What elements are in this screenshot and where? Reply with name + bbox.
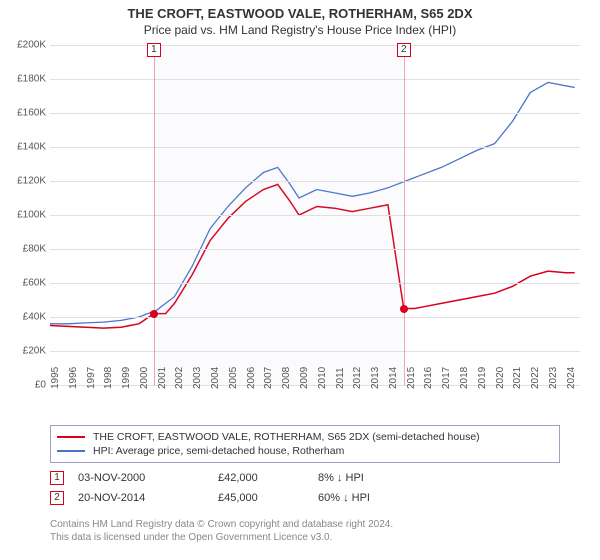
x-tick-label: 2012	[352, 367, 363, 389]
sale-vline	[154, 45, 155, 385]
gridline-h	[50, 45, 580, 46]
sale-delta: 8% ↓ HPI	[318, 472, 438, 484]
sale-delta: 60% ↓ HPI	[318, 492, 438, 504]
x-tick-label: 2017	[441, 367, 452, 389]
footer-line: Contains HM Land Registry data © Crown c…	[50, 518, 393, 531]
footer-attribution: Contains HM Land Registry data © Crown c…	[50, 518, 393, 544]
gridline-h	[50, 113, 580, 114]
y-tick-label: £60K	[23, 278, 46, 289]
y-tick-label: £80K	[23, 244, 46, 255]
x-tick-label: 2024	[566, 367, 577, 389]
y-tick-label: £200K	[17, 40, 46, 51]
x-tick-label: 1997	[86, 367, 97, 389]
sale-vline	[404, 45, 405, 385]
x-tick-label: 2007	[263, 367, 274, 389]
gridline-h	[50, 351, 580, 352]
x-tick-label: 2016	[423, 367, 434, 389]
footer-line: This data is licensed under the Open Gov…	[50, 531, 393, 544]
y-tick-label: £20K	[23, 346, 46, 357]
legend-label: HPI: Average price, semi-detached house,…	[93, 445, 344, 457]
x-tick-label: 2018	[459, 367, 470, 389]
x-tick-label: 2001	[157, 367, 168, 389]
gridline-h	[50, 181, 580, 182]
gridline-h	[50, 249, 580, 250]
x-tick-label: 1995	[50, 367, 61, 389]
x-tick-label: 1998	[103, 367, 114, 389]
gridline-h	[50, 215, 580, 216]
sale-date: 20-NOV-2014	[78, 492, 218, 504]
sale-price: £45,000	[218, 492, 318, 504]
gridline-h	[50, 283, 580, 284]
y-tick-label: £160K	[17, 108, 46, 119]
sale-marker-box: 1	[50, 471, 64, 485]
x-tick-label: 2005	[228, 367, 239, 389]
x-tick-label: 2021	[512, 367, 523, 389]
sale-point-dot	[150, 310, 158, 318]
y-tick-label: £100K	[17, 210, 46, 221]
sale-point-dot	[400, 305, 408, 313]
x-tick-label: 2011	[335, 367, 346, 389]
gridline-h	[50, 317, 580, 318]
x-tick-label: 2022	[530, 367, 541, 389]
x-tick-label: 2010	[317, 367, 328, 389]
chart-title: THE CROFT, EASTWOOD VALE, ROTHERHAM, S65…	[0, 0, 600, 21]
sales-row: 1 03-NOV-2000 £42,000 8% ↓ HPI	[50, 468, 438, 488]
x-tick-label: 1996	[68, 367, 79, 389]
y-tick-label: £0	[35, 380, 46, 391]
y-tick-label: £40K	[23, 312, 46, 323]
sale-marker-chart: 2	[397, 43, 411, 57]
gridline-h	[50, 147, 580, 148]
x-tick-label: 2023	[548, 367, 559, 389]
x-tick-label: 2002	[174, 367, 185, 389]
gridline-h	[50, 79, 580, 80]
legend-label: THE CROFT, EASTWOOD VALE, ROTHERHAM, S65…	[93, 431, 480, 443]
x-tick-label: 2015	[406, 367, 417, 389]
sales-table: 1 03-NOV-2000 £42,000 8% ↓ HPI 2 20-NOV-…	[50, 468, 438, 508]
legend-item: HPI: Average price, semi-detached house,…	[57, 444, 553, 458]
legend: THE CROFT, EASTWOOD VALE, ROTHERHAM, S65…	[50, 425, 560, 463]
x-tick-label: 2008	[281, 367, 292, 389]
x-tick-label: 2000	[139, 367, 150, 389]
x-tick-label: 2003	[192, 367, 203, 389]
legend-item: THE CROFT, EASTWOOD VALE, ROTHERHAM, S65…	[57, 430, 553, 444]
x-tick-label: 1999	[121, 367, 132, 389]
y-tick-label: £140K	[17, 142, 46, 153]
sale-marker-chart: 1	[147, 43, 161, 57]
chart-container: THE CROFT, EASTWOOD VALE, ROTHERHAM, S65…	[0, 0, 600, 560]
x-tick-label: 2020	[495, 367, 506, 389]
sale-price: £42,000	[218, 472, 318, 484]
y-tick-label: £120K	[17, 176, 46, 187]
x-tick-label: 2009	[299, 367, 310, 389]
chart-subtitle: Price paid vs. HM Land Registry's House …	[0, 21, 600, 37]
x-tick-label: 2006	[246, 367, 257, 389]
legend-swatch	[57, 450, 85, 452]
legend-swatch	[57, 436, 85, 438]
y-tick-label: £180K	[17, 74, 46, 85]
x-tick-label: 2004	[210, 367, 221, 389]
x-tick-label: 2013	[370, 367, 381, 389]
chart-plot-area: £0£20K£40K£60K£80K£100K£120K£140K£160K£1…	[50, 45, 580, 385]
sales-row: 2 20-NOV-2014 £45,000 60% ↓ HPI	[50, 488, 438, 508]
sale-date: 03-NOV-2000	[78, 472, 218, 484]
sale-marker-box: 2	[50, 491, 64, 505]
x-tick-label: 2014	[388, 367, 399, 389]
x-tick-label: 2019	[477, 367, 488, 389]
